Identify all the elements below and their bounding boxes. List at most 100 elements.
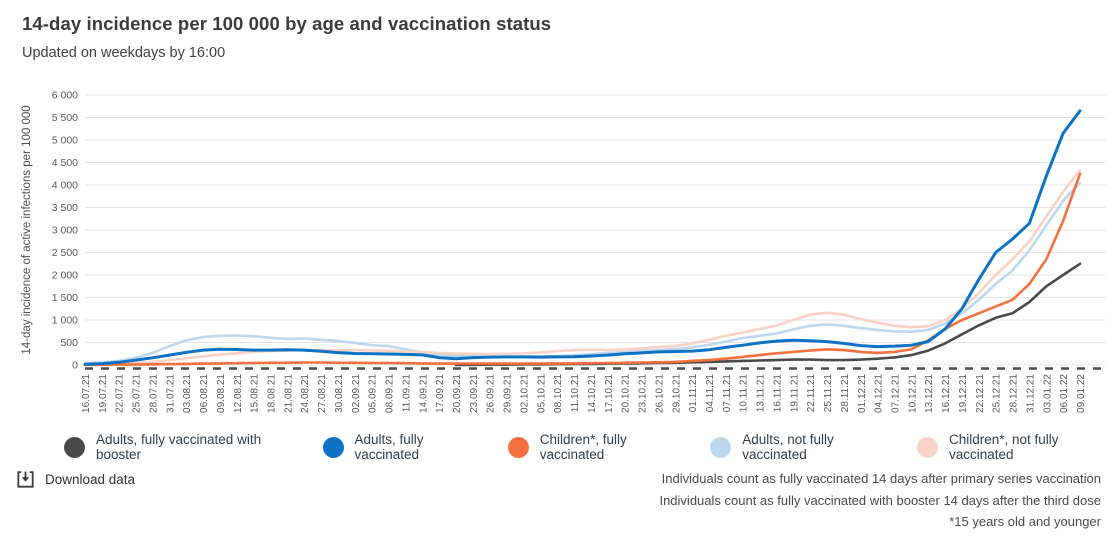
x-tick-label: 25.12.21 [992, 374, 1003, 413]
x-tick-label: 05.09.21 [368, 374, 379, 413]
x-tick-label: 26.09.21 [486, 374, 497, 413]
x-tick-label: 04.11.21 [705, 374, 716, 413]
y-tick-label: 1 500 [52, 292, 78, 304]
x-tick-label: 28.07.21 [148, 374, 159, 413]
x-tick-label: 08.09.21 [385, 374, 396, 413]
x-tick-label: 29.09.21 [503, 374, 514, 413]
download-data-label: Download data [45, 472, 136, 487]
x-tick-label: 24.08.21 [300, 374, 311, 413]
x-tick-label: 15.08.21 [250, 374, 261, 413]
x-tick-label: 31.07.21 [165, 374, 176, 413]
x-tick-label: 19.07.21 [98, 374, 109, 413]
x-tick-label: 14.10.21 [587, 374, 598, 413]
x-tick-label: 22.11.21 [806, 374, 817, 413]
x-tick-label: 08.10.21 [553, 374, 564, 413]
x-tick-label: 04.12.21 [874, 374, 885, 413]
x-tick-label: 21.08.21 [283, 374, 294, 413]
y-tick-label: 4 000 [52, 180, 78, 192]
x-tick-label: 28.12.21 [1009, 374, 1020, 413]
x-tick-label: 11.10.21 [570, 374, 581, 413]
x-tick-label: 06.01.22 [1059, 374, 1070, 413]
y-axis-title: 14-day incidence of active infections pe… [21, 105, 33, 354]
x-tick-label: 14.09.21 [418, 374, 429, 413]
y-tick-label: 3 500 [52, 202, 78, 214]
y-tick-label: 500 [60, 337, 78, 349]
x-tick-label: 20.10.21 [621, 374, 632, 413]
y-tick-label: 0 [72, 360, 78, 372]
x-tick-label: 07.12.21 [890, 374, 901, 413]
x-tick-label: 22.07.21 [115, 374, 126, 413]
incidence-line-chart: 0 500 1 000 1 500 2 000 2 500 3 000 3 500 4 000 4… [21, 90, 1106, 413]
y-tick-label: 5 500 [52, 112, 78, 124]
legend-marker-circle [64, 436, 85, 458]
x-tick-label: 25.11.21 [823, 374, 834, 413]
chart-legend: Adults, fully vaccinated with booster Adu… [64, 432, 1118, 462]
x-tick-label: 20.09.21 [452, 374, 463, 413]
x-tick-label: 10.12.21 [907, 374, 918, 413]
x-tick-label: 22.12.21 [975, 374, 986, 413]
x-tick-label: 01.11.21 [688, 374, 699, 413]
legend-marker-circle [507, 436, 529, 458]
x-tick-label: 06.08.21 [199, 374, 210, 413]
series-line-children-not-fully-vaccinated [83, 168, 1082, 367]
x-tick-label: 23.09.21 [469, 374, 480, 413]
x-tick-label: 30.08.21 [334, 374, 345, 413]
x-tick-label: 16.07.21 [81, 374, 92, 413]
x-tick-label: 18.08.21 [267, 374, 278, 413]
page-title: 14-day incidence per 100 000 by age and … [22, 13, 552, 34]
download-icon [17, 471, 34, 488]
footnote-age: *15 years old and younger [949, 514, 1101, 529]
x-tick-label: 12.08.21 [233, 374, 244, 413]
legend-marker-circle [710, 436, 732, 458]
legend-item[interactable]: Children*, fully vaccinated [507, 432, 687, 462]
legend-item-label: Adults, not fully vaccinated [742, 432, 834, 462]
legend-item-label: Children*, not fully vaccinated [948, 432, 1059, 462]
x-tick-label: 31.12.21 [1025, 374, 1036, 413]
x-tick-label: 03.01.22 [1042, 374, 1053, 413]
y-tick-label: 5 000 [52, 135, 78, 147]
y-tick-label: 1 000 [52, 315, 78, 327]
series-line-adults-fully-vaccinated [83, 109, 1082, 366]
x-tick-label: 05.10.21 [536, 374, 547, 413]
legend-marker-circle [916, 436, 938, 458]
y-tick-label: 3 000 [52, 225, 78, 237]
x-tick-label: 07.11.21 [722, 374, 733, 413]
x-tick-label: 09.01.22 [1076, 374, 1087, 413]
x-tick-label: 26.10.21 [654, 374, 665, 413]
y-tick-label: 2 000 [52, 270, 78, 282]
footnotes: Individuals count as fully vaccinated 14… [659, 468, 1101, 533]
x-tick-label: 10.11.21 [739, 374, 750, 413]
legend-item[interactable]: Adults, not fully vaccinated [710, 432, 894, 462]
x-tick-label: 02.09.21 [351, 374, 362, 413]
x-tick-label: 27.08.21 [317, 374, 328, 413]
x-tick-label: 17.10.21 [604, 374, 615, 413]
series-line-adults-not-fully-vaccinated [83, 181, 1082, 365]
y-tick-label: 4 500 [52, 157, 78, 169]
footnote-primary-series: Individuals count as fully vaccinated 14… [661, 471, 1101, 486]
legend-marker-circle [322, 436, 344, 458]
x-tick-label: 03.08.21 [182, 374, 193, 413]
legend-item[interactable]: Children*, not fully vaccinated [916, 432, 1118, 462]
series-line-children-fully-vaccinated [83, 172, 1082, 367]
x-tick-label: 13.12.21 [924, 374, 935, 413]
download-data-button[interactable]: Download data [16, 470, 135, 489]
x-tick-label: 28.11.21 [840, 374, 851, 413]
x-tick-label: 13.11.21 [756, 374, 767, 413]
x-tick-label: 17.09.21 [435, 374, 446, 413]
x-tick-label: 29.10.21 [671, 374, 682, 413]
x-tick-label: 23.10.21 [638, 374, 649, 413]
legend-item[interactable]: Adults, fully vaccinated with booster [64, 432, 300, 462]
legend-item-label: Children*, fully vaccinated [539, 432, 627, 462]
update-note: Updated on weekdays by 16:00 [22, 45, 226, 61]
x-tick-label: 25.07.21 [132, 374, 143, 413]
x-tick-label: 16.12.21 [941, 374, 952, 413]
x-tick-label: 09.08.21 [216, 374, 227, 413]
x-tick-label: 16.11.21 [772, 374, 783, 413]
legend-item-label: Adults, fully vaccinated with booster [96, 432, 262, 462]
y-tick-label: 6 000 [52, 90, 78, 102]
x-tick-label: 02.10.21 [519, 374, 530, 413]
x-tick-label: 01.12.21 [857, 374, 868, 413]
x-tick-label: 11.09.21 [401, 374, 412, 413]
legend-item[interactable]: Adults, fully vaccinated [322, 432, 485, 462]
footnote-booster: Individuals count as fully vaccinated wi… [659, 492, 1101, 508]
